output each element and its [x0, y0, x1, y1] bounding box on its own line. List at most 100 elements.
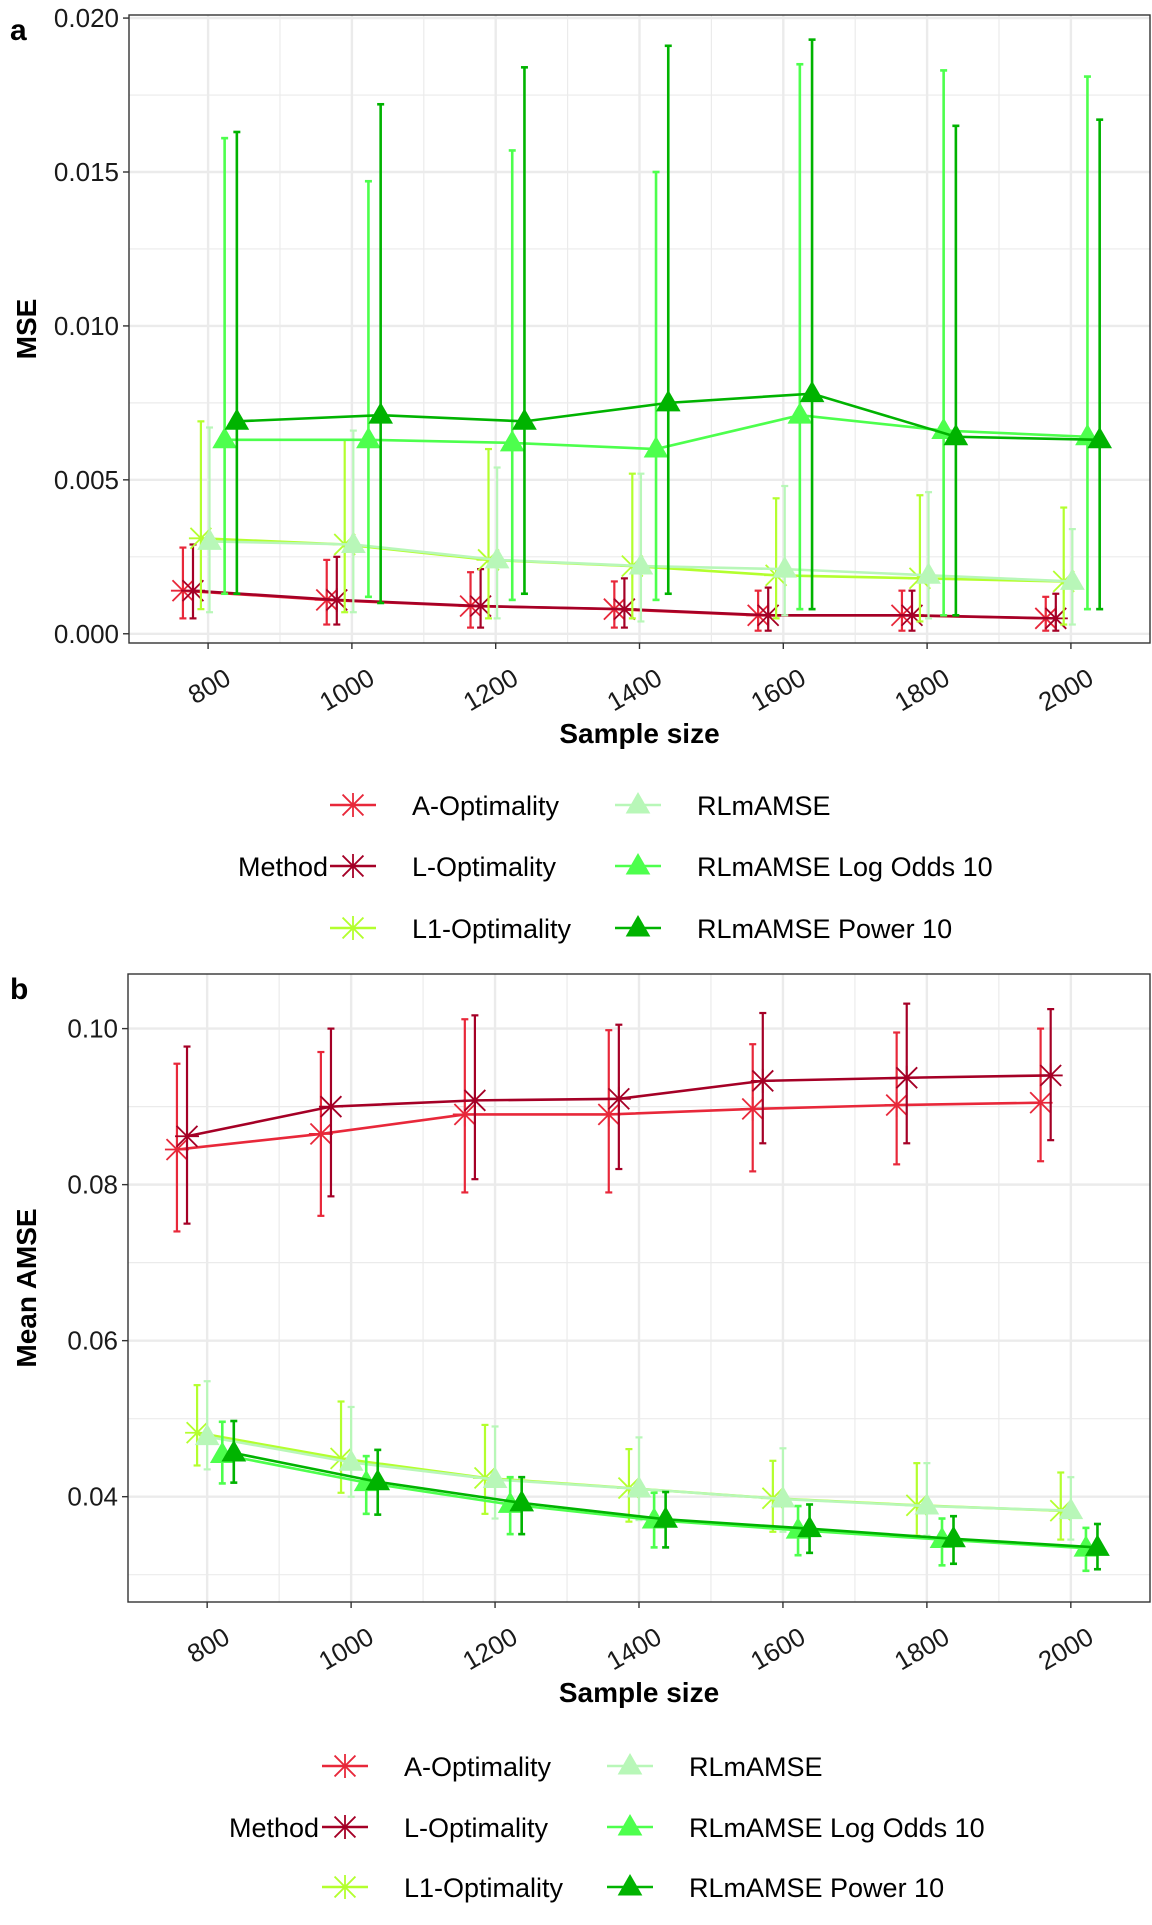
legend-item: A-Optimality — [322, 1752, 552, 1782]
y-tick-label: 0.020 — [54, 3, 119, 33]
x-tick-label: 1200 — [457, 1621, 522, 1676]
triangle-marker — [338, 1449, 364, 1471]
triangle-marker — [1059, 568, 1085, 590]
y-tick-label: 0.08 — [67, 1170, 118, 1200]
series-l-optimality — [180, 543, 1068, 632]
error-bar — [520, 66, 528, 596]
series-rlmamse — [197, 426, 1085, 626]
x-tick-label: 800 — [183, 662, 236, 710]
triangle-marker — [617, 1814, 643, 1836]
x-axis-title: Sample size — [559, 1677, 719, 1708]
triangle-marker — [914, 1493, 940, 1515]
series-rlmamse-power-10 — [221, 1419, 1110, 1571]
error-bar — [1096, 118, 1104, 611]
x-tick-label: 1600 — [745, 1621, 810, 1676]
legend-key-marker — [341, 793, 365, 817]
data-point — [770, 1486, 796, 1508]
error-bar — [1083, 75, 1091, 611]
data-point — [175, 1124, 200, 1149]
data-point — [482, 1466, 508, 1488]
error-bar — [628, 472, 636, 620]
triangle-marker — [365, 1468, 391, 1491]
legend-title: Method — [238, 852, 328, 882]
error-bar — [808, 38, 816, 611]
legend-item: RLmAMSE Power 10 — [607, 1873, 944, 1903]
error-bar — [221, 136, 229, 596]
triangle-marker — [212, 426, 237, 449]
panel-a: 0.000 0.005 0.010 0.015 0.020 800 1000 1200 1400… — [10, 3, 1151, 944]
x-tick-label: 2000 — [1033, 1621, 1098, 1676]
legend-key-marker — [617, 1874, 643, 1896]
legend-label: RLmAMSE — [697, 791, 831, 821]
error-bar — [1060, 506, 1068, 626]
triangle-marker — [626, 1475, 652, 1498]
data-point — [462, 1088, 487, 1113]
data-point — [308, 1121, 333, 1146]
data-point — [318, 1094, 343, 1119]
data-point — [655, 389, 681, 412]
x-tick-label: 1200 — [458, 662, 523, 717]
legend-label: L1-Optimality — [412, 914, 572, 944]
legend-item: RLmAMSE Log Odds 10 — [615, 852, 993, 882]
triangle-marker — [499, 429, 525, 452]
triangle-marker — [356, 426, 381, 449]
legend-label: A-Optimality — [412, 791, 560, 821]
triangle-marker — [916, 562, 941, 584]
y-tick-label: 0.000 — [54, 619, 119, 649]
triangle-marker — [943, 423, 969, 446]
triangle-marker — [625, 853, 651, 875]
error-bar — [637, 472, 645, 623]
error-bar — [485, 447, 493, 620]
data-point — [941, 1525, 966, 1548]
legend-label: RLmAMSE Power 10 — [697, 914, 952, 944]
legend-key-marker — [617, 1814, 643, 1836]
data-point — [1058, 1497, 1084, 1520]
x-tick-label: 1400 — [602, 662, 667, 717]
x-axis-title: Sample size — [559, 718, 719, 749]
y-tick-label: 0.010 — [54, 311, 119, 341]
triangle-marker — [643, 436, 669, 458]
series-rlmamse — [194, 1380, 1084, 1541]
triangle-marker — [484, 546, 510, 569]
x-tick-label: 1800 — [889, 662, 954, 717]
x-tick-label: 1000 — [313, 1621, 378, 1676]
legend-item: L1-Optimality — [330, 914, 572, 944]
data-point — [221, 1439, 247, 1462]
triangle-marker — [221, 1439, 247, 1462]
x-tick-label: 1600 — [746, 662, 811, 717]
x-tick-label: 1400 — [601, 1621, 666, 1676]
legend-key-marker — [333, 1754, 357, 1778]
error-bar — [781, 484, 789, 617]
legend-title: Method — [229, 1813, 319, 1843]
legend-item: RLmAMSE — [607, 1752, 823, 1782]
data-point — [1038, 1063, 1063, 1088]
error-bar — [349, 429, 357, 614]
data-point — [356, 426, 381, 449]
series-rlmamse-log-odds-10 — [212, 62, 1100, 617]
triangle-marker — [617, 1753, 643, 1775]
triangle-marker — [340, 531, 366, 553]
triangle-marker — [655, 389, 681, 412]
data-point — [368, 402, 394, 424]
triangle-marker — [224, 408, 250, 430]
y-tick-label: 0.06 — [67, 1326, 118, 1356]
data-point — [787, 402, 813, 424]
error-bar — [364, 179, 372, 599]
data-point — [643, 436, 669, 458]
y-axis-title: Mean AMSE — [11, 1208, 42, 1367]
legend-label: RLmAMSE Power 10 — [689, 1873, 944, 1903]
legend-label: L-Optimality — [412, 852, 557, 882]
x-tick-label: 800 — [182, 1621, 235, 1669]
triangle-marker — [509, 1489, 535, 1512]
series-a-optimality — [164, 1018, 1053, 1233]
legend-label: A-Optimality — [404, 1752, 552, 1782]
y-tick-label: 0.015 — [54, 157, 119, 187]
data-point — [884, 1093, 909, 1118]
triangle-marker — [625, 792, 651, 814]
triangle-marker — [1058, 1497, 1084, 1520]
error-bar — [652, 170, 660, 602]
data-point — [596, 1102, 621, 1127]
y-tick-label: 0.04 — [67, 1482, 118, 1512]
triangle-marker — [787, 402, 813, 424]
panel-b: 0.04 0.06 0.08 0.10 800 1000 1200 1400 1600 1800 2… — [10, 973, 1151, 1903]
